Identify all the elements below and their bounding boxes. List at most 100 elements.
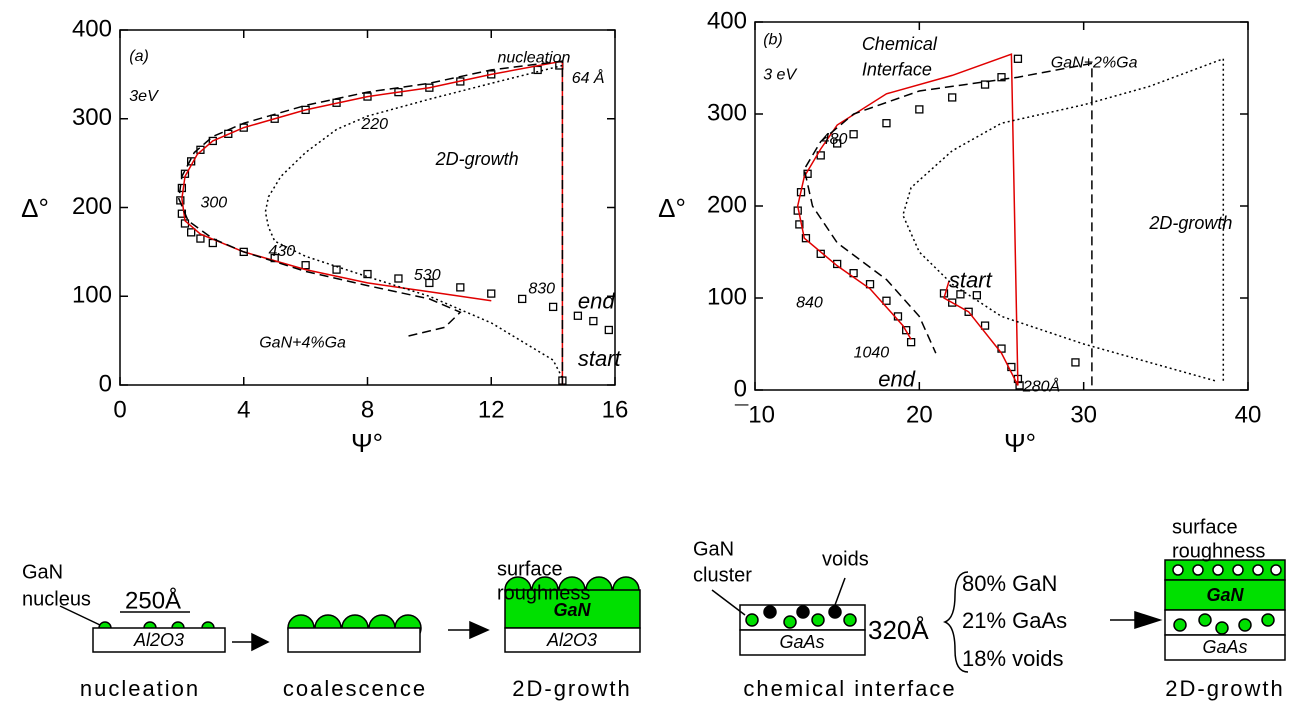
annotation: 840 (796, 295, 823, 312)
y-tick-label: 100 (72, 282, 112, 309)
x-tick-label: 40 (1235, 401, 1262, 428)
data-point (948, 93, 957, 102)
label: 18% voids (962, 646, 1064, 671)
brace (942, 571, 969, 673)
annotation: 220 (360, 116, 388, 133)
label: voids (822, 548, 869, 570)
stage-label: 2D-growth (512, 676, 631, 701)
diagram-left (59, 576, 641, 653)
data-point (518, 294, 527, 304)
label: roughness (1172, 540, 1265, 562)
film (1164, 579, 1286, 611)
y-tick-label: 200 (72, 193, 112, 220)
annotation: 530 (414, 267, 441, 284)
x-tick-label: 4 (237, 396, 250, 423)
annotation: 300 (200, 194, 227, 211)
annotation: Interface (862, 60, 932, 80)
annotation: 480 (821, 131, 848, 148)
substrate (739, 629, 866, 656)
x-axis-label: Ψ° (351, 428, 383, 458)
label: roughness (497, 582, 590, 604)
annotation: 2D-growth (435, 149, 519, 169)
series-line (181, 60, 564, 385)
y-axis-label: Δ° (658, 193, 686, 223)
substrate (287, 627, 421, 653)
x-tick-label: 30 (1070, 401, 1097, 428)
y-tick-label: 300 (707, 99, 747, 126)
stage-label: nucleation (80, 676, 200, 701)
annotation: 3eV (129, 88, 159, 105)
annotation: start (949, 267, 993, 292)
x-tick-label: 16 (602, 396, 629, 423)
label: 320Å (868, 615, 929, 645)
chart: 0 100 200 300 400 ¯10 20 30 40 Δ° Ψ° (b) 3 eV Chemica… (658, 7, 1261, 458)
data-point (833, 259, 842, 269)
substrate (92, 627, 226, 653)
data-point (849, 130, 858, 139)
data-point (573, 311, 583, 320)
label: GaN (22, 561, 63, 583)
label: surface (497, 558, 563, 580)
annotation: start (578, 346, 622, 371)
x-tick-label: 8 (361, 396, 374, 423)
data-point (882, 119, 891, 128)
series-line (796, 53, 1019, 386)
stage-label: 2D-growth (1165, 676, 1284, 701)
annotation: GaN+2%Ga (1051, 55, 1138, 72)
data-point (425, 278, 434, 288)
y-tick-label: 0 (99, 370, 112, 397)
annotation: 430 (269, 243, 296, 260)
arrow (448, 620, 490, 640)
annotation: (a) (129, 48, 149, 65)
diagram-right (711, 559, 1286, 673)
data-point (972, 291, 981, 300)
annotation: 1040 (854, 344, 890, 361)
arrow (232, 632, 270, 652)
chart: 0 100 200 300 400 0 4 8 12 16 Δ° Ψ° (a) 3eV nucleation… (21, 15, 628, 458)
label: GaAs (779, 632, 824, 652)
arrow (1110, 610, 1163, 630)
data-point (906, 338, 916, 347)
y-tick-label: 400 (72, 15, 112, 42)
y-tick-label: 0 (734, 375, 747, 402)
data-point (177, 183, 187, 193)
annotation: Chemical (862, 34, 938, 54)
annotation: end (578, 288, 615, 313)
annotation: 2D-growth (1148, 213, 1232, 233)
data-point (801, 234, 811, 243)
data-point (487, 289, 496, 298)
data-point (239, 123, 248, 132)
label: GaN (693, 538, 734, 560)
data-point (795, 220, 804, 229)
data-point (902, 326, 911, 335)
data-point (394, 274, 403, 283)
label: 21% GaAs (962, 608, 1067, 633)
series-line (902, 57, 1225, 382)
data-point (1015, 381, 1024, 390)
substrate (1164, 634, 1286, 661)
series-line (178, 60, 564, 385)
annotation: 64 Å (572, 68, 605, 87)
x-axis-label: Ψ° (1004, 428, 1036, 458)
stage-label: coalescence (283, 676, 427, 701)
data-point (270, 253, 279, 263)
data-point (208, 136, 217, 146)
series-line (264, 64, 564, 379)
stage-label: chemical interface (743, 676, 956, 701)
data-point (301, 261, 310, 270)
data-point (882, 296, 891, 305)
data-point (270, 114, 279, 123)
annotation: 3 eV (763, 67, 797, 84)
diagram-labels: GaN nucleus 250Å Al2O3 nucleation coales… (22, 516, 1284, 701)
data-point (187, 228, 196, 237)
data-point (956, 290, 965, 299)
data-point (456, 283, 465, 292)
arrow (834, 577, 846, 606)
data-point (833, 139, 842, 148)
data-point (239, 247, 248, 257)
data-point (997, 73, 1006, 82)
y-axis-label: Δ° (21, 193, 49, 223)
x-tick-label: 0 (113, 396, 126, 423)
annotation: nucleation (497, 50, 570, 67)
